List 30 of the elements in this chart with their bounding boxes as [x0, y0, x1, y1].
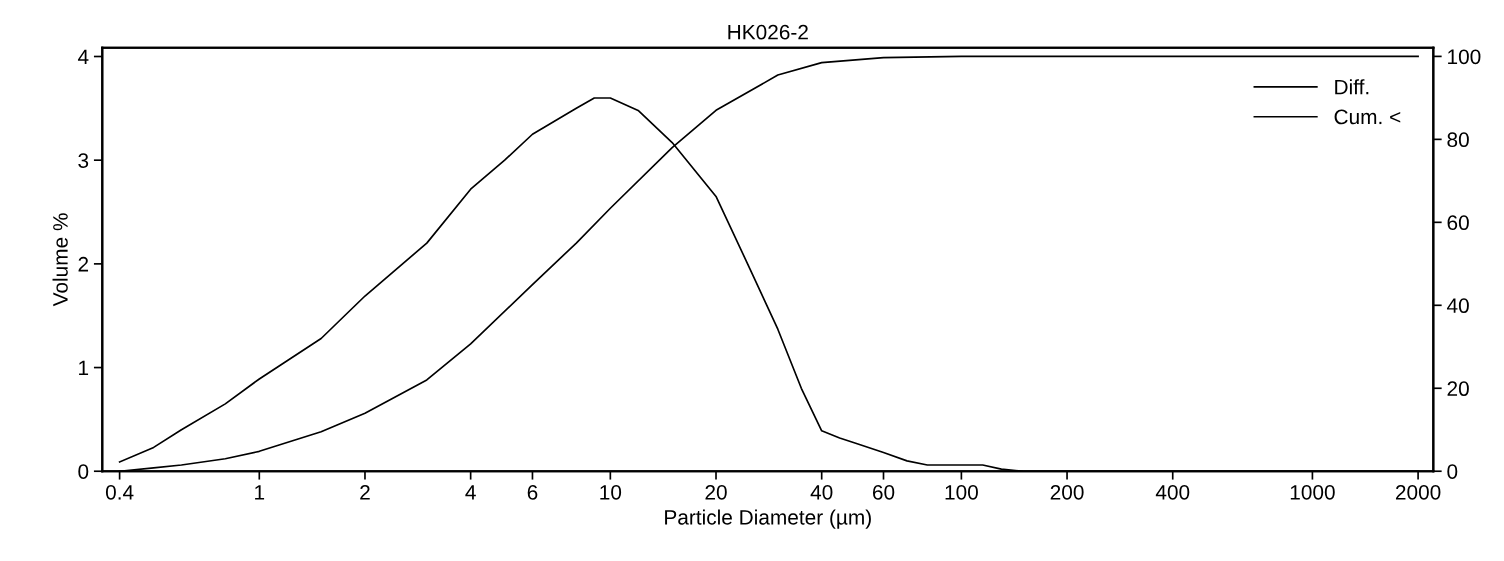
x-tick-label: 200 — [1050, 484, 1084, 500]
x-tick-label: 2 — [360, 484, 370, 500]
y-tick-label: 4 — [77, 49, 89, 65]
y2-tick-label: 0 — [1447, 464, 1458, 479]
y-tick-label: 1 — [79, 360, 89, 376]
y2-tick-label: 20 — [1447, 381, 1469, 397]
x-tick-label: 60 — [872, 484, 895, 500]
y2-tick-label: 60 — [1447, 215, 1469, 231]
x-tick-label: 4 — [465, 485, 476, 500]
x-tick-label: 10 — [600, 484, 622, 500]
x-tick-label: 1000 — [1290, 484, 1335, 500]
x-tick-label: 1 — [255, 485, 265, 500]
y-axis-title: Volume % — [52, 213, 68, 307]
y2-tick-label: 80 — [1447, 132, 1469, 148]
x-tick-label: 100 — [945, 484, 978, 500]
y-tick-label: 2 — [78, 256, 89, 272]
x-tick-label: 2000 — [1395, 484, 1441, 500]
y-tick-label: 3 — [78, 153, 89, 168]
x-axis-title: Particle Diameter (µm) — [665, 509, 871, 529]
x-tick-label: 20 — [705, 484, 727, 500]
y-tick-label: 0 — [78, 464, 89, 479]
y2-tick-label: 40 — [1446, 298, 1469, 314]
x-tick-label: 40 — [810, 484, 833, 500]
legend-label: Diff. — [1335, 79, 1369, 95]
x-tick-label: 0.4 — [105, 484, 134, 500]
chart-title: HK026-2 — [728, 24, 808, 40]
legend-label: Cum. < — [1334, 109, 1401, 125]
x-tick-label: 400 — [1155, 484, 1190, 500]
x-tick-label: 6 — [527, 484, 538, 500]
y2-tick-label: 100 — [1448, 49, 1481, 65]
